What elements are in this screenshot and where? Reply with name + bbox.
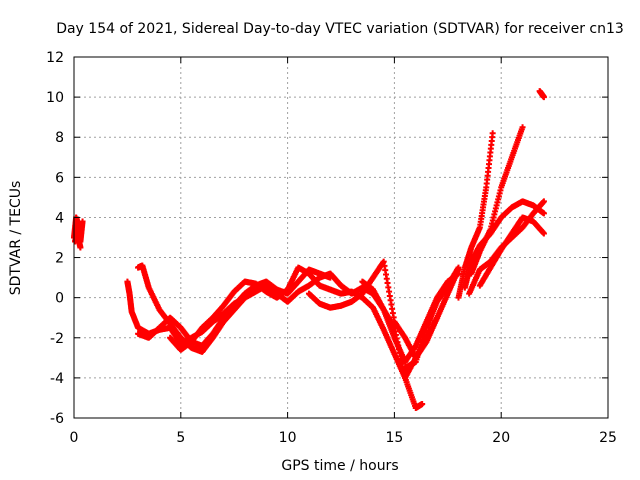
x-tick-label: 25 xyxy=(599,430,617,446)
x-tick-label: 15 xyxy=(385,430,403,446)
axis-ticks: 0 5 10 15 20 25 -6 -4 -2 0 2 4 6 8 10 12 xyxy=(46,50,617,446)
y-axis-label: SDTVAR / TECUs xyxy=(8,181,24,296)
data-point xyxy=(519,124,526,131)
y-tick-label: 2 xyxy=(55,251,64,267)
data-point xyxy=(540,94,547,101)
x-tick-label: 20 xyxy=(492,430,510,446)
chart-title: Day 154 of 2021, Sidereal Day-to-day VTE… xyxy=(56,21,624,37)
x-tick-label: 0 xyxy=(70,430,79,446)
y-tick-label: 10 xyxy=(46,90,64,106)
data-points xyxy=(71,88,547,411)
x-axis-label: GPS time / hours xyxy=(281,458,398,474)
data-point xyxy=(77,244,84,251)
series-sat-b xyxy=(72,230,84,251)
data-point xyxy=(455,264,462,271)
y-tick-label: -4 xyxy=(50,371,64,387)
data-point xyxy=(489,130,496,137)
y-tick-label: 12 xyxy=(46,50,64,66)
y-tick-label: 8 xyxy=(55,130,64,146)
plot-frame xyxy=(73,56,609,419)
data-point xyxy=(540,230,547,237)
data-point xyxy=(540,198,547,205)
series-sat-j xyxy=(402,264,462,371)
data-point xyxy=(419,400,426,407)
y-tick-label: 4 xyxy=(55,210,64,226)
series-sat-i xyxy=(359,270,462,365)
y-tick-label: -2 xyxy=(50,331,64,347)
y-tick-label: -6 xyxy=(50,411,64,427)
series-sat-g xyxy=(284,270,426,411)
x-tick-label: 10 xyxy=(279,430,297,446)
data-point xyxy=(540,210,547,217)
series-sat-n xyxy=(468,124,526,277)
y-tick-label: 0 xyxy=(55,291,64,307)
data-point xyxy=(79,218,86,225)
x-tick-label: 5 xyxy=(176,430,185,446)
series-sat-k xyxy=(455,130,496,301)
series-sat-p xyxy=(536,88,547,101)
series-sat-o xyxy=(476,214,547,289)
y-tick-label: 6 xyxy=(55,170,64,186)
